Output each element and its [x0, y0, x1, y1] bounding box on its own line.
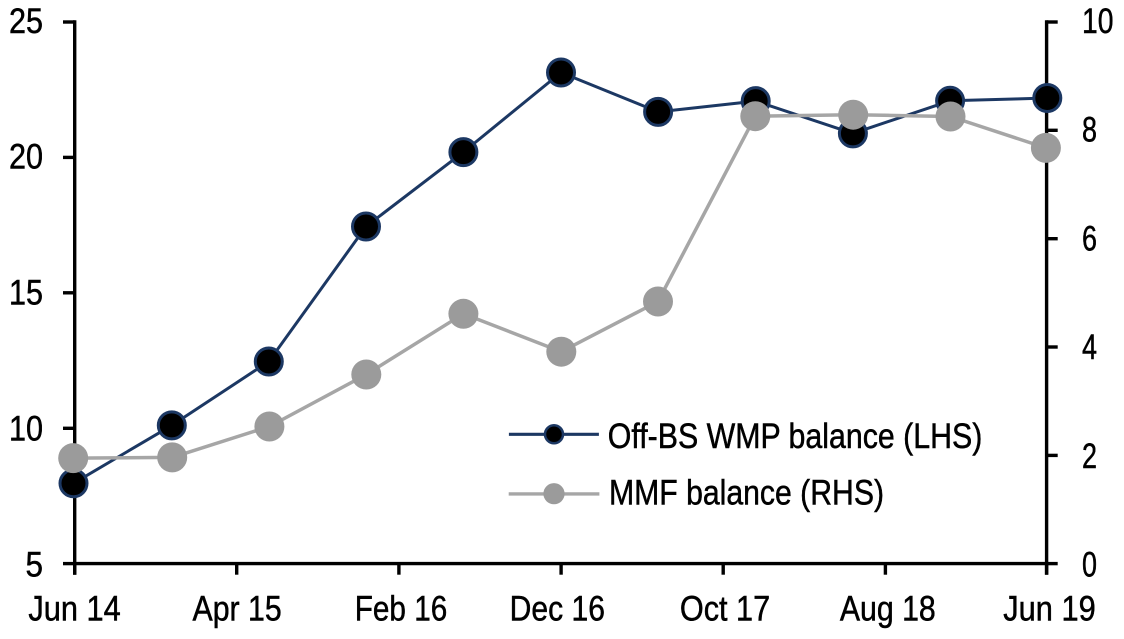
- svg-text:Feb 16: Feb 16: [355, 589, 448, 629]
- svg-text:25: 25: [9, 1, 43, 41]
- svg-text:4: 4: [1082, 327, 1097, 367]
- svg-text:8: 8: [1082, 110, 1097, 150]
- svg-text:Dec 16: Dec 16: [510, 589, 605, 629]
- svg-text:2: 2: [1082, 436, 1097, 476]
- svg-text:Apr 15: Apr 15: [193, 589, 282, 629]
- svg-text:Aug 18: Aug 18: [840, 589, 936, 629]
- svg-text:Jun 14: Jun 14: [28, 589, 120, 629]
- svg-text:20: 20: [9, 137, 43, 177]
- svg-text:6: 6: [1082, 218, 1097, 258]
- svg-text:MMF balance (RHS): MMF balance (RHS): [609, 472, 884, 512]
- svg-text:Oct 17: Oct 17: [680, 589, 770, 629]
- svg-text:Jun 19: Jun 19: [1003, 589, 1095, 629]
- svg-text:10: 10: [1082, 1, 1114, 41]
- svg-text:0: 0: [1082, 545, 1097, 585]
- svg-text:15: 15: [9, 273, 43, 313]
- svg-text:Off-BS WMP balance (LHS): Off-BS WMP balance (LHS): [608, 416, 983, 456]
- svg-text:10: 10: [9, 409, 43, 449]
- svg-text:5: 5: [26, 545, 44, 585]
